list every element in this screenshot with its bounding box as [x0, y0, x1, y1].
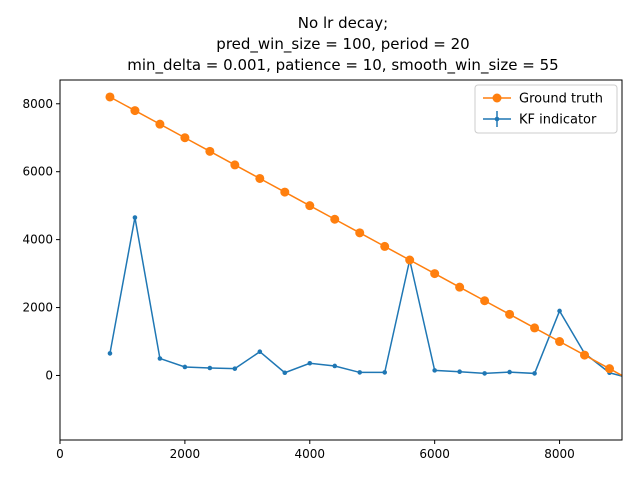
x-tick-label: 2000: [170, 447, 201, 461]
kf-indicator-point: [457, 369, 462, 375]
kf-indicator-point: [232, 366, 238, 371]
ground-truth-point: [430, 269, 440, 279]
kf-indicator-point: [107, 351, 113, 356]
x-tick-label: 0: [56, 447, 64, 461]
ground-truth-point: [255, 173, 265, 183]
kf-indicator-point: [257, 349, 263, 354]
kf-indicator-point: [282, 370, 288, 376]
kf-indicator-point: [132, 215, 138, 220]
ground-truth-point: [530, 323, 540, 333]
y-tick-label: 4000: [22, 233, 53, 247]
ground-truth-point: [330, 214, 340, 224]
kf-indicator-point: [307, 360, 313, 366]
chart-title: No lr decay; pred_win_size = 100, period…: [127, 14, 558, 75]
ground-truth-point: [180, 133, 190, 143]
plot-frame: [59, 79, 623, 441]
ground-truth-point: [405, 255, 415, 265]
legend-marker-kf-indicator: [494, 116, 500, 122]
legend-box: [474, 84, 618, 134]
legend-label-kf-indicator: KF indicator: [519, 113, 597, 128]
legend-marker-ground-truth: [492, 93, 502, 103]
kf-indicator-point: [432, 368, 437, 373]
kf-indicator-point: [532, 371, 537, 376]
ground-truth-point: [455, 282, 465, 292]
kf-indicator-point: [507, 369, 512, 375]
ground-truth-point: [280, 187, 290, 197]
ground-truth-point: [130, 106, 140, 116]
chart-title-line-1: No lr decay;: [298, 14, 388, 32]
ground-truth-point: [555, 337, 565, 347]
kf-indicator-point: [357, 370, 363, 375]
kf-indicator-line: [109, 217, 622, 377]
ground-truth-point: [630, 378, 639, 387]
x-tick-label: 8000: [544, 447, 575, 461]
plot-area: [105, 92, 639, 387]
y-axis: 0 2000 4000 6000 8000: [22, 97, 60, 382]
kf-indicator-point: [157, 356, 163, 361]
kf-indicator-point: [557, 308, 562, 314]
kf-indicator-point: [482, 371, 487, 376]
kf-indicator-point: [182, 364, 188, 370]
ground-truth-point: [305, 201, 315, 211]
kf-indicator-point: [632, 377, 637, 382]
y-tick-label: 6000: [22, 165, 53, 179]
legend: Ground truth KF indicator: [474, 84, 618, 134]
ground-truth-point: [205, 146, 215, 156]
ground-truth-point: [380, 241, 390, 251]
y-tick-label: 2000: [22, 301, 53, 315]
y-tick-label: 0: [45, 368, 53, 382]
legend-label-ground-truth: Ground truth: [519, 92, 603, 107]
ground-truth-point: [355, 228, 365, 238]
x-tick-label: 6000: [419, 447, 450, 461]
ground-truth-point: [480, 296, 490, 306]
ground-truth-line: [109, 96, 622, 377]
kf-indicator-point: [332, 363, 338, 369]
ground-truth-point: [230, 160, 240, 170]
x-tick-label: 4000: [295, 447, 326, 461]
ground-truth-point: [505, 309, 515, 319]
ground-truth-point: [580, 350, 590, 360]
ground-truth-point: [155, 119, 165, 129]
kf-indicator-point: [382, 370, 388, 375]
chart-title-line-3: min_delta = 0.001, patience = 10, smooth…: [127, 56, 558, 75]
kf-indicator-point: [207, 365, 213, 371]
ground-truth-point: [605, 364, 615, 374]
y-tick-label: 8000: [22, 97, 53, 111]
ground-truth-point: [105, 92, 115, 102]
x-axis: 0 2000 4000 6000 8000: [56, 440, 575, 461]
chart-title-line-2: pred_win_size = 100, period = 20: [216, 35, 469, 54]
